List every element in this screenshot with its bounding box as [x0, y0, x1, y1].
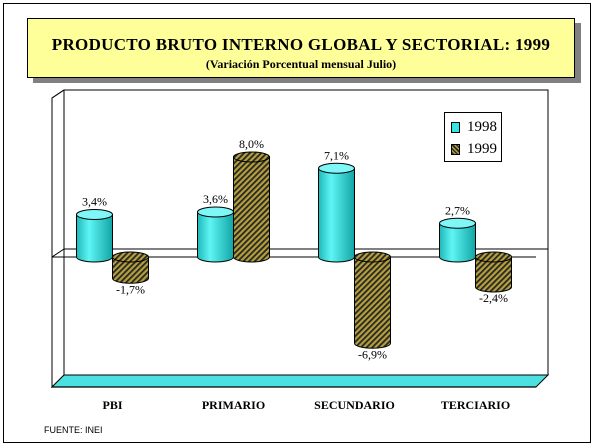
data-label-1998-secundario: 7,1%	[324, 148, 349, 162]
bar-body	[318, 167, 355, 263]
bar-cap	[112, 251, 149, 263]
bar-body	[197, 211, 234, 263]
bar-cap	[475, 251, 512, 263]
bar-1999-primario	[233, 151, 270, 263]
zero-plane-left	[51, 248, 65, 258]
bar-1998-pbi	[76, 209, 113, 263]
bar-1999-secundario	[354, 251, 391, 349]
bar-cap	[318, 162, 355, 174]
data-label-1998-terciario: 2,7%	[445, 203, 470, 217]
bar-cap	[439, 217, 476, 229]
chart-subtitle: (Variación Porcentual mensual Julio)	[205, 57, 397, 71]
x-tick-label-pbi: PBI	[102, 398, 122, 412]
x-tick-label-secundario: SECUNDARIO	[314, 398, 395, 412]
bar-1999-pbi	[112, 251, 149, 284]
source-note: FUENTE: INEI	[44, 425, 103, 435]
data-label-1999-pbi: -1,7%	[116, 282, 145, 296]
bar-1999-terciario	[475, 251, 512, 293]
legend-item-1999: 1999	[451, 140, 497, 158]
data-label-1998-primario: 3,6%	[203, 192, 228, 206]
x-tick-label-terciario: TERCIARIO	[441, 398, 510, 412]
legend-label-1999: 1999	[467, 140, 497, 157]
legend-swatch-1998	[451, 121, 460, 133]
bar-body	[475, 256, 512, 293]
title-box: PRODUCTO BRUTO INTERNO GLOBAL Y SECTORIA…	[27, 18, 575, 78]
legend-swatch-1999	[451, 143, 460, 155]
bar-body	[354, 256, 391, 349]
bar-cap	[233, 151, 270, 163]
plot-top-edge	[51, 89, 65, 99]
bar-cap	[197, 206, 234, 218]
legend-item-1998: 1998	[451, 118, 497, 136]
plot-floor	[50, 374, 550, 388]
data-label-1998-pbi: 3,4%	[82, 195, 107, 209]
data-label-1999-primario: 8,0%	[239, 137, 264, 151]
bar-body	[439, 222, 476, 263]
bar-cap	[76, 209, 113, 220]
bar-cap	[354, 251, 391, 263]
data-label-1999-terciario: -2,4%	[479, 291, 508, 305]
bar-body	[112, 256, 149, 284]
bar-body	[233, 156, 270, 263]
bar-1998-terciario	[439, 217, 476, 263]
bar-body	[76, 214, 113, 263]
x-tick-label-primario: PRIMARIO	[202, 398, 265, 412]
legend: 1998 1999	[444, 112, 502, 162]
chart-title: PRODUCTO BRUTO INTERNO GLOBAL Y SECTORIA…	[51, 35, 551, 54]
bar-1998-secundario	[318, 162, 355, 263]
data-label-1999-secundario: -6,9%	[358, 347, 387, 361]
legend-label-1998: 1998	[467, 118, 497, 135]
bar-1998-primario	[197, 206, 234, 263]
